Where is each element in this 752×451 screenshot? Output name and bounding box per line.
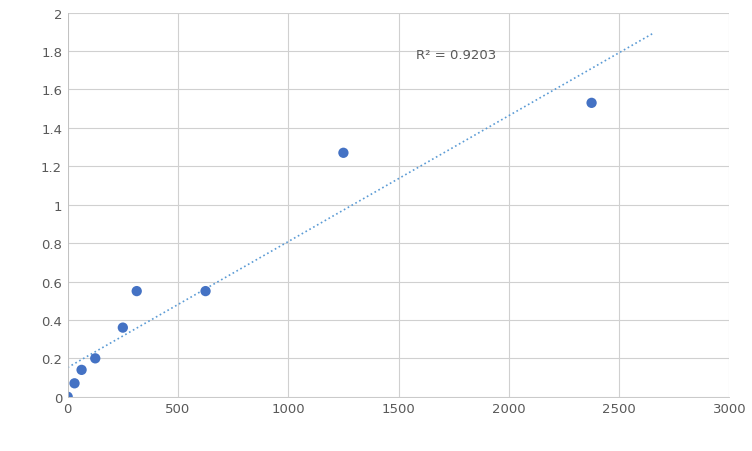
- Point: [62, 393, 74, 400]
- Point: [586, 100, 598, 107]
- Text: R² = 0.9203: R² = 0.9203: [416, 48, 496, 61]
- Point: [117, 324, 129, 331]
- Point: [68, 380, 80, 387]
- Point: [338, 150, 350, 157]
- Point: [199, 288, 211, 295]
- Point: [75, 366, 87, 373]
- Point: [131, 288, 143, 295]
- Point: [89, 355, 102, 362]
